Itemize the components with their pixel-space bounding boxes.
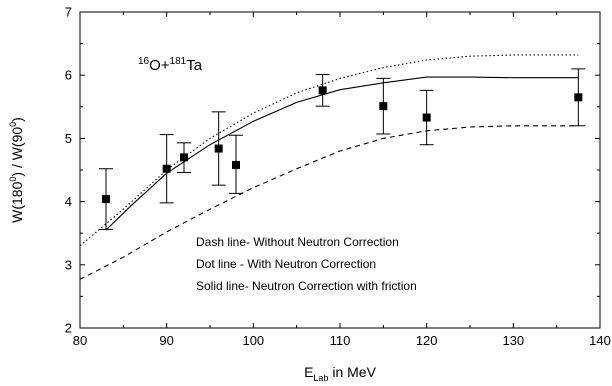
data-point bbox=[315, 74, 330, 107]
legend-entry-solid: Solid line- Neutron Correction with fric… bbox=[196, 279, 417, 293]
annotation-mass-a: 16 bbox=[138, 56, 150, 67]
point-marker bbox=[232, 160, 240, 169]
point-marker bbox=[102, 195, 110, 204]
point-marker bbox=[379, 102, 388, 111]
point-marker bbox=[422, 113, 431, 122]
data-point bbox=[177, 142, 191, 174]
y-axis-label: W(1800) / W(900) bbox=[8, 117, 25, 223]
data-point bbox=[376, 77, 391, 135]
point-marker bbox=[574, 93, 583, 102]
axis-ticks: 80 90 100 110 120 130 140 2 3 4 5 6 7 bbox=[65, 5, 611, 349]
point-marker bbox=[162, 164, 171, 173]
annotation-elem-a: O+ bbox=[149, 57, 170, 74]
y-axis-label-p3: ) bbox=[9, 117, 25, 122]
x-tick-label: 130 bbox=[502, 333, 524, 348]
y-tick-label: 2 bbox=[65, 321, 72, 336]
y-tick-label: 4 bbox=[65, 194, 72, 209]
y-axis-label-p2: ) / W(90 bbox=[9, 127, 25, 177]
data-points bbox=[99, 68, 586, 230]
y-axis-label-s1: 0 bbox=[8, 177, 18, 182]
data-point bbox=[159, 134, 174, 204]
x-axis-label-sub: Lab bbox=[313, 373, 328, 383]
point-marker bbox=[180, 153, 188, 162]
legend-entry-dash: Dash line- Without Neutron Correction bbox=[196, 235, 399, 249]
y-axis-label-s2: 0 bbox=[8, 122, 18, 127]
data-point bbox=[99, 168, 113, 230]
curve-solid bbox=[105, 76, 579, 231]
x-tick-label: 120 bbox=[416, 333, 438, 348]
reaction-annotation: 16O+181Ta bbox=[138, 56, 203, 74]
x-tick-label: 90 bbox=[159, 333, 173, 348]
y-axis-label-p1: W(180 bbox=[9, 181, 25, 222]
x-axis-label-rest: in MeV bbox=[328, 364, 376, 380]
x-tick-label: 140 bbox=[589, 333, 611, 348]
curve-dotted bbox=[79, 54, 579, 247]
point-marker bbox=[318, 86, 327, 95]
y-tick-label: 6 bbox=[65, 68, 72, 83]
data-point bbox=[571, 68, 586, 127]
data-point bbox=[419, 89, 434, 146]
data-point bbox=[229, 134, 243, 194]
annotation-mass-b: 181 bbox=[170, 56, 187, 67]
x-axis-label: ELab in MeV bbox=[304, 364, 376, 383]
legend-entry-dot: Dot line - With Neutron Correction bbox=[196, 257, 376, 271]
x-axis-label-main: E bbox=[304, 364, 313, 380]
y-tick-label: 3 bbox=[65, 257, 72, 272]
point-marker bbox=[214, 144, 223, 153]
curves bbox=[79, 54, 579, 280]
x-tick-label: 80 bbox=[73, 333, 87, 348]
x-tick-label: 110 bbox=[330, 333, 351, 348]
y-tick-label: 5 bbox=[65, 131, 72, 146]
curve-dashed bbox=[79, 125, 579, 280]
data-point bbox=[211, 111, 226, 186]
x-tick-label: 100 bbox=[242, 333, 264, 348]
y-tick-label: 7 bbox=[65, 5, 72, 20]
annotation-elem-b: Ta bbox=[186, 57, 203, 74]
